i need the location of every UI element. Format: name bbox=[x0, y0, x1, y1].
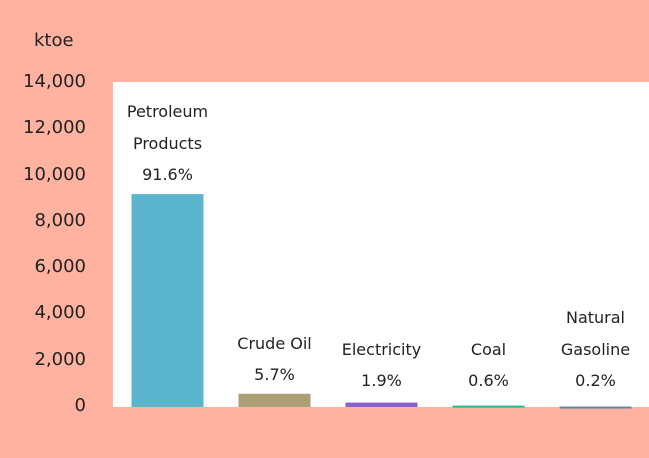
bar-label: Electricity 1.9% bbox=[334, 334, 430, 396]
bar-label: Petroleum Products 91.6% bbox=[120, 96, 216, 190]
y-axis-label: ktoe bbox=[34, 30, 74, 51]
value-label: 1.9% bbox=[361, 371, 402, 390]
bar bbox=[238, 393, 311, 407]
bar bbox=[345, 402, 418, 407]
y-tick-label: 2,000 bbox=[34, 348, 86, 370]
y-tick-label: 6,000 bbox=[34, 256, 86, 278]
y-tick-label: 14,000 bbox=[23, 71, 86, 92]
category-label: Crude Oil bbox=[237, 333, 312, 353]
value-label: 91.6% bbox=[142, 165, 193, 185]
value-label: 0.2% bbox=[575, 371, 616, 390]
bar-label: Crude Oil 5.7% bbox=[227, 328, 323, 390]
y-tick-label: 12,000 bbox=[23, 117, 86, 139]
bar bbox=[452, 405, 525, 408]
y-tick-label: 8,000 bbox=[34, 209, 86, 231]
category-label: Electricity bbox=[341, 340, 422, 359]
bar bbox=[131, 194, 204, 407]
y-tick-label: 10,000 bbox=[23, 163, 86, 185]
bar-label: Natural Gasoline 0.2% bbox=[548, 302, 644, 396]
value-label: 0.6% bbox=[468, 371, 509, 390]
category-label: Natural Gasoline bbox=[560, 308, 631, 359]
category-label: Coal bbox=[470, 340, 507, 359]
y-tick-label: 4,000 bbox=[34, 302, 86, 324]
bar-label: Coal 0.6% bbox=[441, 334, 537, 396]
bar bbox=[559, 406, 632, 409]
value-label: 5.7% bbox=[254, 364, 295, 384]
category-label: Petroleum Products bbox=[126, 102, 209, 154]
y-tick-label: 0 bbox=[74, 395, 86, 416]
